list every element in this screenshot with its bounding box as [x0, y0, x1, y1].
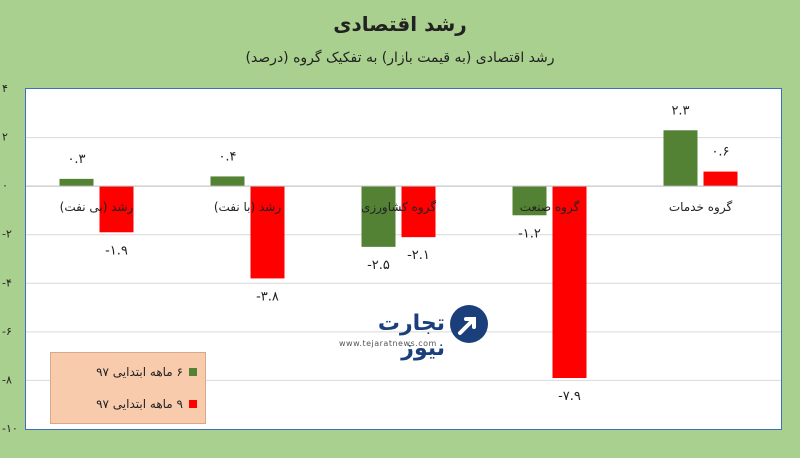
- legend-label: ۹ ماهه ابتدایی ۹۷: [96, 397, 183, 411]
- data-label: ۰.۶: [711, 145, 729, 160]
- bar-1: [512, 186, 547, 216]
- chart-title: رشد اقتصادی: [333, 12, 467, 36]
- y-tick-label: -۸: [2, 373, 12, 386]
- data-label: -۱.۹: [105, 243, 128, 258]
- data-label: ۲.۳: [671, 103, 689, 118]
- bar-2: [552, 186, 587, 378]
- bar-2: [703, 171, 738, 187]
- y-tick-label: -۱۰: [2, 422, 18, 435]
- bar-1: [663, 130, 698, 187]
- logo-url: www.tejaratnews.com: [339, 339, 437, 348]
- category-label: گروه کشاورزی: [361, 200, 436, 215]
- tejaratnews-logo: تجارت نیوز www.tejaratnews.com: [335, 305, 490, 361]
- bar-chart: ۰.۳ ۰.۴ -۲.۵ -۱.۲ ۲.۳ -۱.۹ -۳.۸ -۲.۱ -۷.۹ ۰.۶ رشد …: [26, 103, 781, 404]
- bar-1: [361, 186, 396, 247]
- bar-2: [99, 186, 134, 233]
- data-label: -۲.۱: [407, 248, 430, 263]
- legend-item-series2: ۹ ماهه ابتدایی ۹۷: [96, 397, 197, 411]
- y-tick-label: ۰: [2, 179, 8, 192]
- y-tick-label: -۴: [2, 276, 12, 289]
- bar-2: [401, 186, 436, 238]
- y-tick-label: -۲: [2, 228, 12, 241]
- legend-item-series1: ۶ ماهه ابتدایی ۹۷: [96, 365, 197, 379]
- data-label: ۰.۴: [218, 149, 236, 164]
- bar-1: [210, 176, 245, 187]
- y-axis: ۴ ۲ ۰ -۲ -۴ -۶ -۸ -۱۰: [2, 82, 18, 435]
- legend: ۶ ماهه ابتدایی ۹۷ ۹ ماهه ابتدایی ۹۷: [50, 352, 206, 424]
- category-label: گروه صنعت: [520, 200, 580, 215]
- data-label: ۰.۳: [67, 152, 85, 167]
- legend-label: ۶ ماهه ابتدایی ۹۷: [96, 365, 183, 379]
- data-label: -۱.۲: [518, 226, 541, 241]
- bar-2: [250, 186, 285, 279]
- legend-swatch: [189, 400, 197, 408]
- legend-swatch: [189, 368, 197, 376]
- bar-1: [59, 178, 94, 187]
- y-tick-label: ۲: [2, 131, 8, 144]
- logo-text: تجارت نیوز: [377, 311, 445, 361]
- category-label: رشد (با نفت): [214, 200, 282, 215]
- y-tick-label: -۶: [2, 325, 12, 338]
- chart-subtitle: رشد اقتصادی (به قیمت بازار) به تفکیک گرو…: [245, 50, 555, 66]
- logo-arrow-icon: [450, 305, 488, 343]
- y-tick-label: ۴: [2, 82, 8, 95]
- data-label: -۷.۹: [558, 389, 581, 404]
- category-label: گروه خدمات: [669, 200, 733, 215]
- data-label: -۳.۸: [256, 289, 279, 304]
- category-label: رشد (بی نفت): [60, 200, 134, 215]
- data-label: -۲.۵: [367, 258, 390, 273]
